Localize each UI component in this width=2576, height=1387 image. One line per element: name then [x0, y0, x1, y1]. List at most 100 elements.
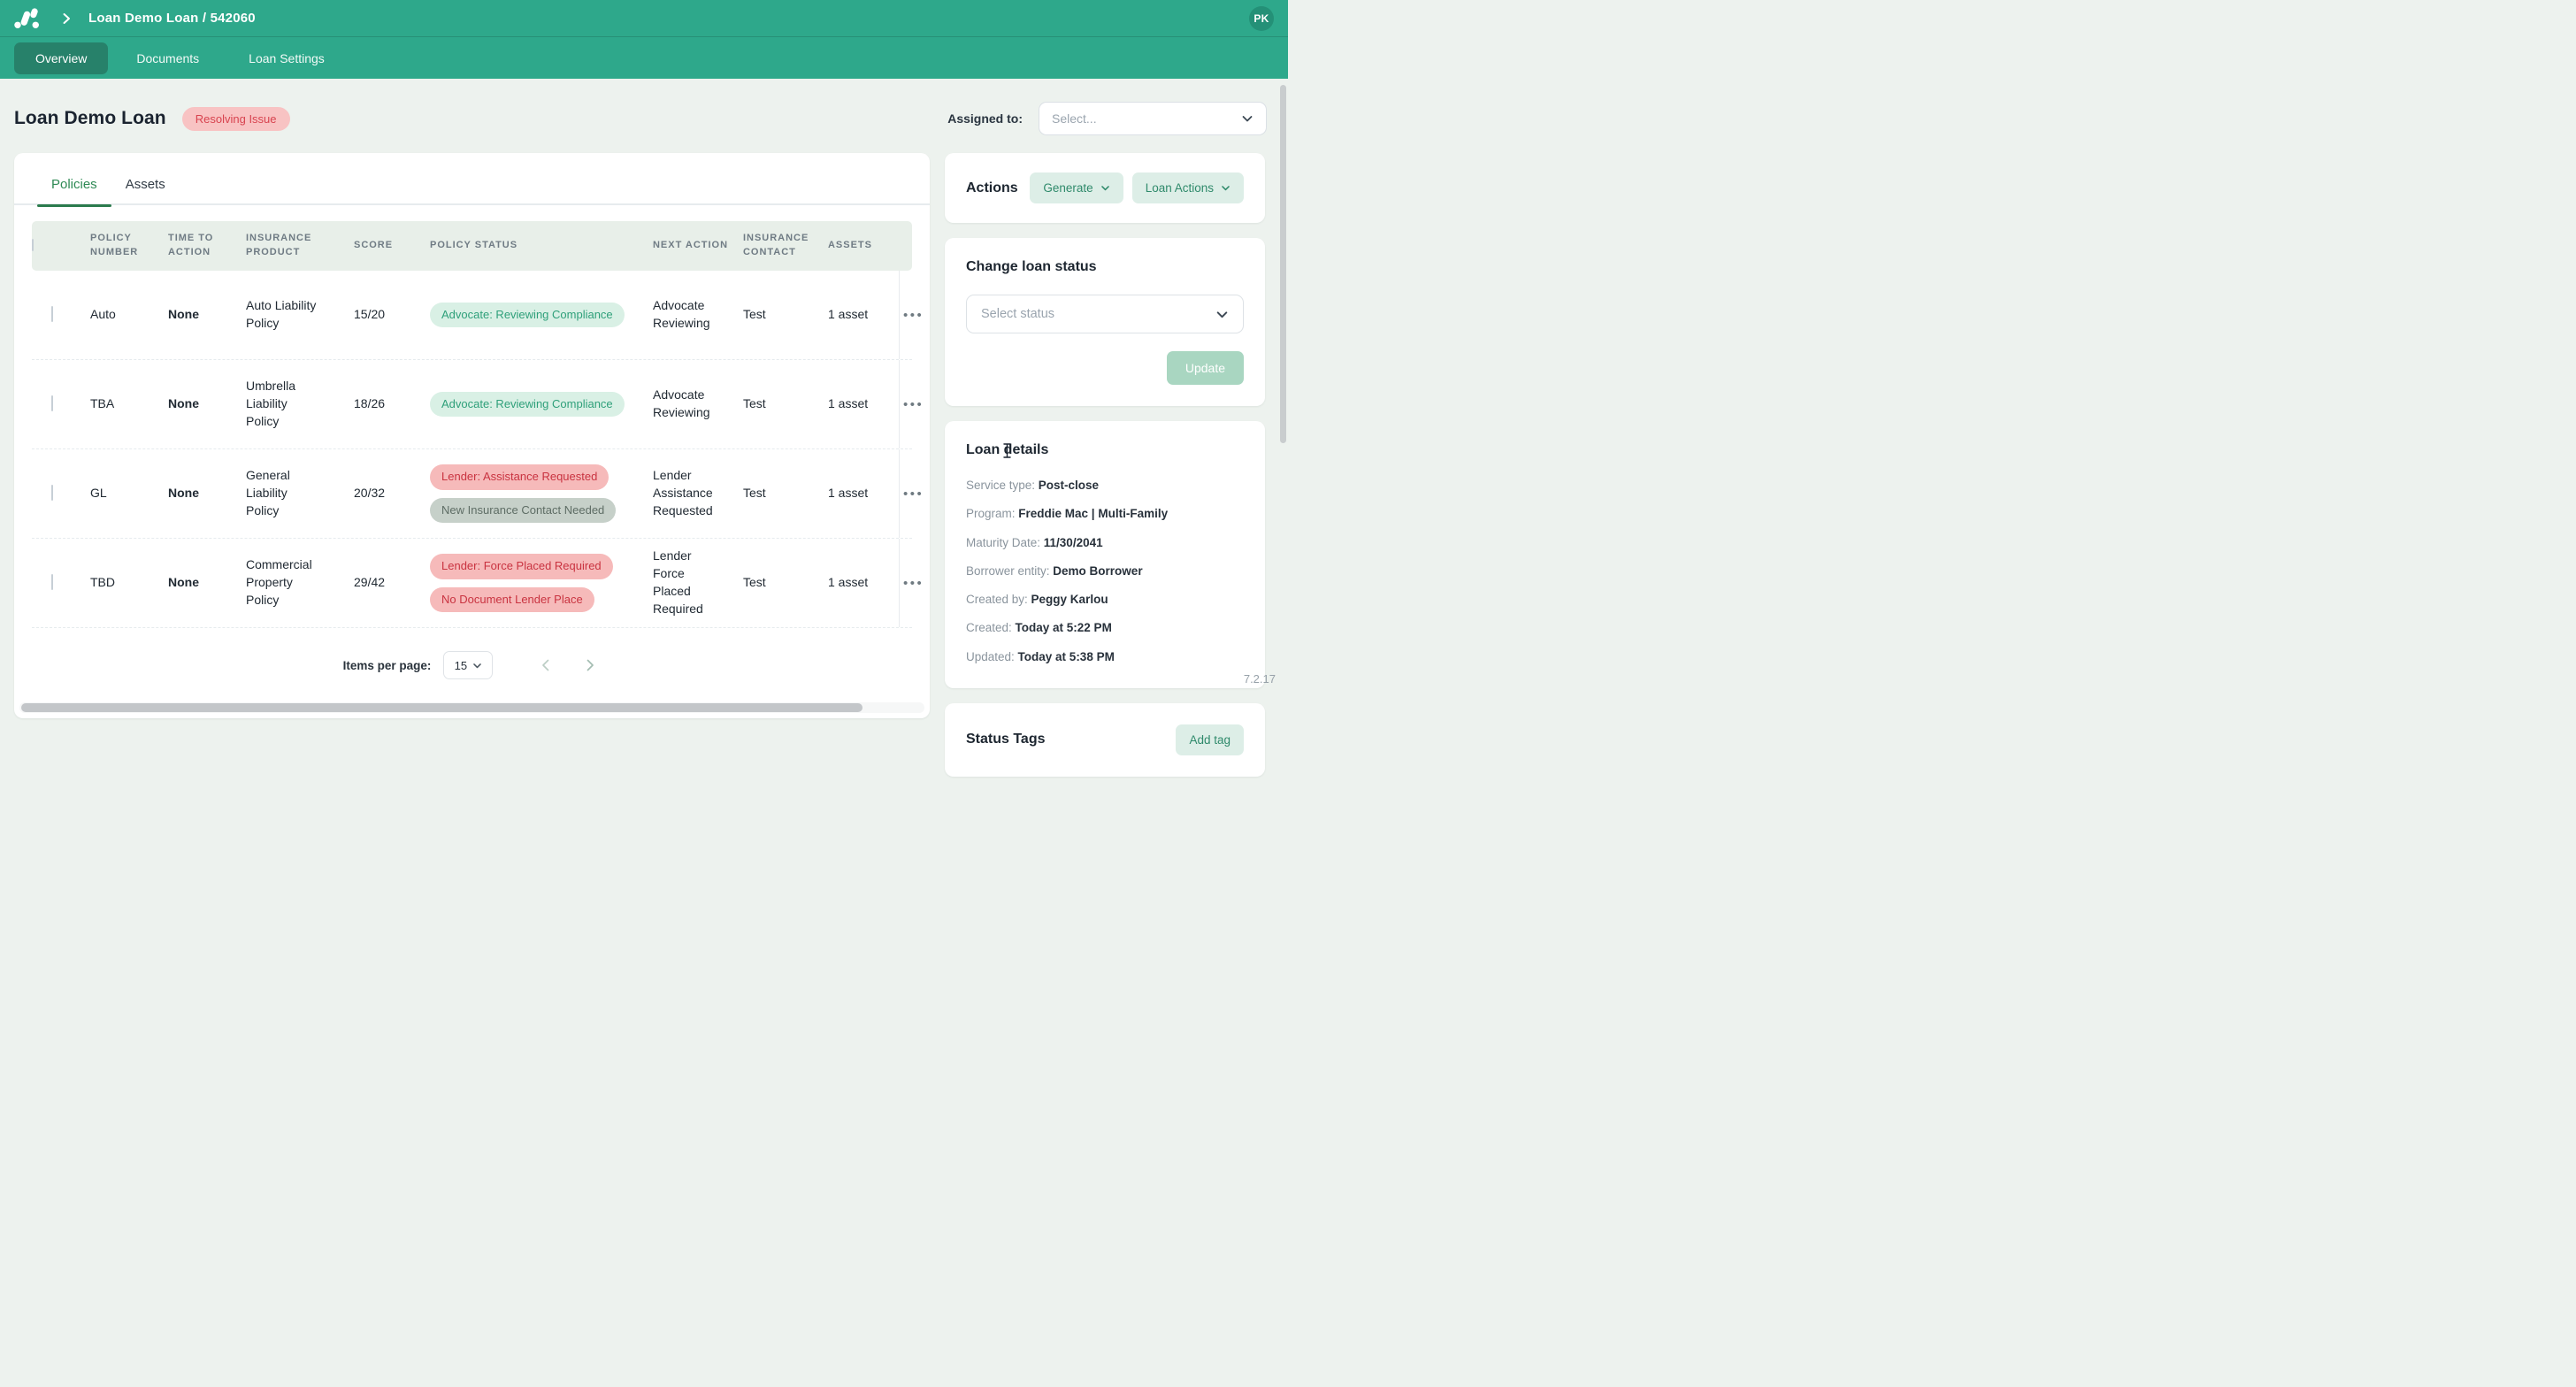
table-header-row: Policy Number Time to Action Insurance P… [32, 221, 912, 271]
chevron-down-icon [1222, 186, 1230, 191]
tab-loan-settings[interactable]: Loan Settings [249, 50, 325, 65]
policy-status-badge: No Document Lender Place [430, 586, 594, 612]
chevron-down-icon [1242, 116, 1253, 122]
next-action: Advocate Reviewing [653, 298, 710, 330]
col-insurance-contact: Insurance Contact [743, 233, 809, 257]
table-row: TBD None Commercial Property Policy 29/4… [32, 539, 922, 628]
assets-count: 1 asset [828, 396, 869, 411]
items-per-page-select[interactable]: 15 [443, 651, 494, 679]
loan-nav: Overview Documents Loan Settings [0, 37, 1288, 79]
items-per-page-label: Items per page: [342, 658, 432, 672]
policy-number: TBA [90, 396, 115, 411]
table-tabs: Policies Assets [14, 165, 930, 207]
chevron-down-icon [1100, 186, 1109, 191]
row-menu-button[interactable]: ••• [903, 575, 924, 591]
page-header: Loan Demo Loan Resolving Issue Assigned … [0, 79, 1288, 153]
insurance-product: Umbrella Liability Policy [246, 379, 296, 428]
row-checkbox[interactable] [51, 395, 53, 412]
update-button[interactable]: Update [1166, 351, 1244, 385]
insurance-contact: Test [743, 575, 766, 590]
loan-status-placeholder: Select status [981, 307, 1055, 321]
chevron-down-icon [1216, 310, 1228, 318]
row-checkbox[interactable] [51, 306, 53, 323]
row-menu-button[interactable]: ••• [903, 396, 924, 412]
row-menu-button[interactable]: ••• [903, 307, 924, 323]
policy-number: Auto [90, 307, 116, 322]
loan-actions-button[interactable]: Loan Actions [1131, 172, 1244, 203]
detail-service-type: Service type: Post-close [966, 479, 1100, 492]
tab-policies[interactable]: Policies [37, 165, 111, 207]
col-policy-number: Policy Number [90, 233, 139, 257]
scrollbar-thumb[interactable] [21, 703, 863, 712]
assets-count: 1 asset [828, 486, 869, 501]
table-row: Auto None Auto Liability Policy 15/20 Ad… [32, 271, 922, 360]
policy-number: GL [90, 486, 107, 501]
policy-status-badge: Lender: Assistance Requested [430, 464, 610, 490]
pagination: Items per page: 15 [14, 628, 930, 699]
score: 29/42 [354, 575, 386, 590]
detail-program: Program: Freddie Mac | Multi-Family [966, 507, 1169, 521]
score: 18/26 [354, 396, 386, 411]
page-title: Loan Demo Loan [14, 108, 166, 128]
next-action: Advocate Reviewing [653, 387, 710, 419]
loan-details-card: Loan details Service type: Post-close Pr… [945, 421, 1265, 688]
detail-created-by: Created by: Peggy Karlou [966, 593, 1108, 607]
top-bar: Loan Demo Loan / 542060 PK [0, 0, 1288, 37]
app-version: 7.2.17 [1243, 672, 1276, 686]
insurance-product: General Liability Policy [246, 468, 290, 517]
sidebar: Actions Generate Loan Actions Change loa… [945, 153, 1265, 777]
generate-button[interactable]: Generate [1030, 172, 1123, 203]
assigned-to-label: Assigned to: [947, 111, 1023, 126]
score: 20/32 [354, 486, 386, 501]
user-avatar[interactable]: PK [1249, 5, 1274, 31]
insurance-product: Commercial Property Policy [246, 557, 312, 607]
table-horizontal-scrollbar [19, 702, 924, 713]
policy-status-badge: Lender: Force Placed Required [430, 554, 613, 579]
policy-status-badge: New Insurance Contact Needed [430, 497, 617, 523]
col-assets: Assets [828, 240, 872, 251]
add-tag-button[interactable]: Add tag [1176, 724, 1244, 755]
insurance-contact: Test [743, 486, 766, 501]
tab-documents[interactable]: Documents [136, 50, 200, 65]
actions-card: Actions Generate Loan Actions [945, 153, 1265, 223]
policy-status-badge: Advocate: Reviewing Compliance [430, 391, 625, 418]
chevron-down-icon [473, 663, 481, 668]
score: 15/20 [354, 307, 386, 322]
next-page-button[interactable] [579, 655, 601, 676]
assigned-to-select[interactable]: Select... [1039, 102, 1267, 135]
assigned-to-placeholder: Select... [1052, 111, 1097, 126]
policy-status-badge: Advocate: Reviewing Compliance [430, 302, 625, 328]
scrollbar-thumb[interactable] [1280, 85, 1286, 443]
assets-count: 1 asset [828, 307, 869, 322]
brand-logo-icon[interactable] [14, 7, 41, 30]
row-menu-button[interactable]: ••• [903, 486, 924, 502]
col-insurance-product: Insurance Product [246, 233, 312, 257]
table-row: TBA None Umbrella Liability Policy 18/26… [32, 360, 922, 449]
next-action: Lender Force Placed Required [653, 548, 703, 616]
status-tags-card: Status Tags Add tag [945, 702, 1265, 777]
detail-created: Created: Today at 5:22 PM [966, 621, 1112, 635]
prev-page-button[interactable] [535, 655, 556, 676]
actions-title: Actions [966, 180, 1018, 195]
insurance-contact: Test [743, 307, 766, 322]
time-to-action: None [168, 396, 199, 411]
change-loan-status-card: Change loan status Select status Update [945, 238, 1265, 406]
select-all-checkbox[interactable] [32, 239, 34, 252]
tab-overview[interactable]: Overview [14, 42, 109, 74]
next-action: Lender Assistance Requested [653, 468, 713, 517]
tab-assets[interactable]: Assets [125, 177, 165, 192]
loan-status-select[interactable]: Select status [966, 295, 1244, 333]
page-vertical-scrollbar [1280, 85, 1286, 678]
text-cursor-icon [1003, 443, 1011, 458]
tabs-divider [14, 203, 930, 205]
detail-maturity-date: Maturity Date: 11/30/2041 [966, 535, 1103, 549]
time-to-action: None [168, 486, 199, 501]
col-score: Score [354, 240, 394, 251]
col-time-to-action: Time to Action [168, 233, 214, 257]
detail-updated: Updated: Today at 5:38 PM [966, 649, 1115, 663]
breadcrumb-chevron-icon[interactable] [60, 12, 73, 25]
detail-borrower-entity: Borrower entity: Demo Borrower [966, 563, 1143, 578]
row-checkbox[interactable] [51, 485, 53, 502]
row-checkbox[interactable] [51, 574, 53, 591]
loan-status-badge: Resolving Issue [181, 106, 290, 131]
